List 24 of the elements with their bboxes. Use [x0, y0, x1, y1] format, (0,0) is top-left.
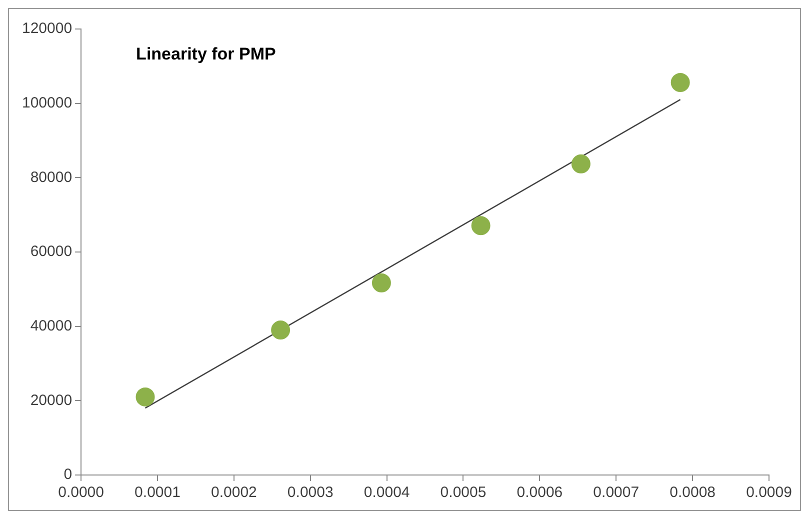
- x-tick-label: 0.0007: [593, 484, 640, 502]
- y-tick-label: 20000: [30, 392, 72, 409]
- x-tick-label: 0.0000: [58, 484, 104, 502]
- x-tick-label: 0.0002: [210, 484, 257, 502]
- text: Linearity for PMP: [136, 44, 276, 64]
- point: [670, 73, 690, 92]
- y-tick-label: 0: [64, 466, 72, 484]
- y-tick-label: 100000: [22, 94, 72, 112]
- y-tick-label: 40000: [30, 317, 72, 334]
- x-tick-label: 0.0009: [746, 484, 792, 502]
- x-tick-label: 0.0005: [440, 484, 486, 502]
- x-tick-label: 0.0001: [134, 484, 180, 502]
- y-tick-label: 60000: [30, 243, 72, 260]
- y-tick-label: 120000: [22, 20, 72, 38]
- point: [271, 320, 290, 340]
- x-tick-label: 0.0004: [364, 484, 410, 502]
- point: [136, 387, 155, 406]
- y-tick-label: 80000: [30, 168, 72, 186]
- point: [571, 154, 590, 174]
- x-tick-label: 0.0008: [670, 484, 716, 502]
- x-tick-label: 0.0003: [287, 484, 334, 502]
- point: [471, 216, 490, 236]
- point: [372, 273, 391, 292]
- x-tick-label: 0.0006: [516, 484, 563, 502]
